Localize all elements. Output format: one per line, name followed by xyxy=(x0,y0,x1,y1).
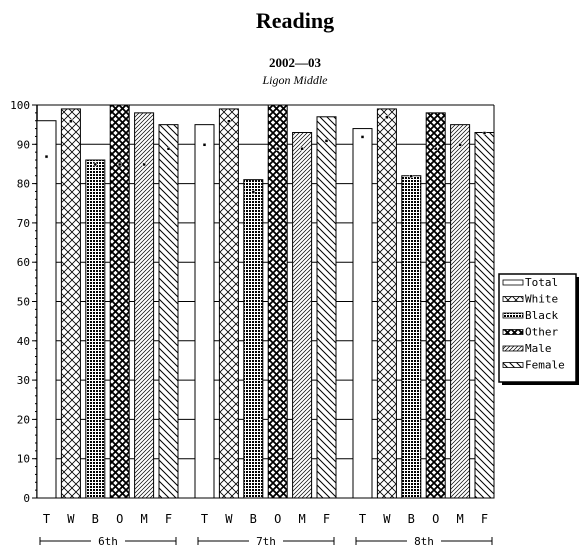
bar xyxy=(243,179,264,499)
category-label: O xyxy=(116,512,123,526)
bar-marker xyxy=(142,162,146,167)
bar-marker xyxy=(433,146,438,151)
bar xyxy=(85,159,106,499)
group-label: 6th xyxy=(98,535,118,548)
category-label: B xyxy=(408,512,415,526)
bar xyxy=(36,120,57,499)
bar-marker xyxy=(482,131,487,135)
group-labels: 6th 7th 8th xyxy=(39,535,493,548)
bar xyxy=(292,132,313,499)
bar xyxy=(267,104,288,499)
y-tick-label: 100 xyxy=(10,99,30,112)
bar xyxy=(450,124,471,499)
bar-marker xyxy=(44,154,49,159)
legend-swatch xyxy=(502,345,524,352)
bar xyxy=(474,132,495,499)
legend-label: White xyxy=(525,293,558,306)
category-label: M xyxy=(298,512,305,526)
group-label: 8th xyxy=(414,535,434,548)
y-tick-label: 60 xyxy=(17,256,30,269)
chart-title: Reading xyxy=(256,8,334,33)
grid-lines xyxy=(37,104,494,499)
y-tick-label: 0 xyxy=(23,492,30,505)
bar xyxy=(218,108,239,499)
category-label: T xyxy=(43,512,50,526)
bar-marker xyxy=(275,146,280,151)
bar-marker xyxy=(458,143,462,147)
group-label: 7th xyxy=(256,535,276,548)
category-label: M xyxy=(456,512,463,526)
y-tick-label: 80 xyxy=(17,178,30,191)
category-label: W xyxy=(225,512,233,526)
category-label: W xyxy=(383,512,391,526)
category-label: B xyxy=(92,512,99,526)
legend-label: Male xyxy=(525,342,552,355)
bar xyxy=(194,124,215,499)
bar xyxy=(425,112,446,499)
legend-swatch xyxy=(502,329,524,335)
bar xyxy=(134,112,155,499)
category-label: W xyxy=(67,512,75,526)
category-label: B xyxy=(250,512,257,526)
bar-marker xyxy=(300,146,304,151)
bar-marker xyxy=(93,162,98,167)
bar-marker xyxy=(385,115,389,120)
legend-label: Female xyxy=(525,359,565,372)
bar-marker xyxy=(324,139,329,143)
bar-marker xyxy=(117,162,122,167)
y-tick-label: 30 xyxy=(17,374,30,387)
bar xyxy=(158,124,179,499)
category-label: O xyxy=(432,512,439,526)
legend-label: Black xyxy=(525,309,558,322)
bar xyxy=(376,108,397,499)
bar-marker xyxy=(227,119,231,123)
category-label: M xyxy=(140,512,147,526)
legend-label: Other xyxy=(525,326,558,339)
y-tick-label: 90 xyxy=(17,138,30,151)
category-label: T xyxy=(359,512,366,526)
y-tick-label: 70 xyxy=(17,217,30,230)
chart-subtitle: 2002—03 xyxy=(269,55,322,70)
legend-swatch xyxy=(502,296,524,302)
bar-marker xyxy=(69,119,73,123)
y-tick-label: 50 xyxy=(17,296,30,309)
category-label: F xyxy=(323,512,330,526)
bar-marker xyxy=(251,190,256,194)
bar xyxy=(60,108,81,499)
bar xyxy=(352,128,373,499)
bar xyxy=(316,116,337,499)
bars xyxy=(36,104,495,499)
legend-swatch xyxy=(502,312,524,319)
bar-marker xyxy=(202,143,207,147)
bar-marker xyxy=(409,174,414,178)
y-tick-label: 20 xyxy=(17,413,30,426)
category-label: O xyxy=(274,512,281,526)
category-label: T xyxy=(201,512,208,526)
category-label: F xyxy=(481,512,488,526)
bar-marker xyxy=(360,135,365,139)
category-label: F xyxy=(165,512,172,526)
bar xyxy=(109,104,130,499)
legend-label: Total xyxy=(525,276,558,289)
bar-marker xyxy=(166,146,171,151)
bar xyxy=(401,175,422,499)
y-tick-label: 40 xyxy=(17,335,30,348)
legend-swatch xyxy=(502,279,524,286)
legend: Total White Black Other Male Female xyxy=(498,273,579,385)
school-name: Ligon Middle xyxy=(262,73,329,87)
y-tick-label: 10 xyxy=(17,453,30,466)
legend-swatch xyxy=(502,362,524,368)
